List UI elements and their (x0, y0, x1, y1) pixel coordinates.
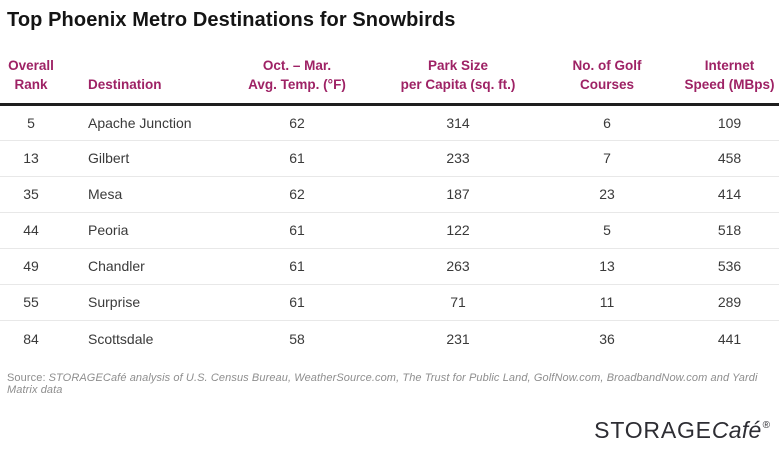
source-note: Source: STORAGECafé analysis of U.S. Cens… (0, 372, 779, 396)
destination-cell: Surprise (62, 284, 212, 321)
park-size-cell: 122 (382, 212, 534, 249)
column-header-golf-courses: No. of Golf Courses (534, 41, 680, 106)
temp-cell: 61 (212, 248, 382, 285)
table-row-surprise: 55 Surprise 61 71 11 289 (0, 284, 779, 321)
logo-storage-text: STORAGE (594, 417, 712, 443)
destination-cell: Mesa (62, 176, 212, 213)
golf-courses-cell: 6 (534, 104, 680, 141)
rank-cell: 55 (0, 284, 62, 321)
internet-speed-cell: 414 (680, 176, 779, 213)
temp-cell: 62 (212, 104, 382, 141)
table-row-peoria: 44 Peoria 61 122 5 518 (0, 212, 779, 249)
column-header-overall-rank: Overall Rank (0, 41, 62, 106)
internet-speed-cell: 289 (680, 284, 779, 321)
header-row: Overall Rank Destination Oct. – Mar. Avg… (0, 41, 779, 106)
table-row-gilbert: 13 Gilbert 61 233 7 458 (0, 140, 779, 177)
rank-cell: 5 (0, 104, 62, 141)
temp-cell: 58 (289, 330, 305, 347)
temp-cell: 61 (212, 284, 382, 321)
table-row-scottsdale: 84 Scottsdale 58 231 36 441 (0, 320, 779, 356)
temp-cell: 61 (212, 212, 382, 249)
golf-courses-cell: 23 (534, 176, 680, 213)
destination-cell: Peoria (62, 212, 212, 249)
internet-speed-cell: 536 (680, 248, 779, 285)
golf-courses-cell: 7 (534, 140, 680, 177)
destination-cell: Scottsdale (88, 330, 154, 347)
storagecafe-logo: STORAGECafé® (594, 419, 770, 442)
destination-cell: Gilbert (62, 140, 212, 177)
rank-cell: 84 (23, 330, 39, 347)
column-header-park-size: Park Size per Capita (sq. ft.) (382, 41, 534, 106)
table-row-apache-junction: 5 Apache Junction 62 314 6 109 (0, 104, 779, 141)
golf-courses-cell: 36 (599, 330, 615, 347)
destinations-table: Overall Rank Destination Oct. – Mar. Avg… (0, 41, 779, 356)
golf-courses-cell: 13 (534, 248, 680, 285)
park-size-cell: 314 (382, 104, 534, 141)
table-row-mesa: 35 Mesa 62 187 23 414 (0, 176, 779, 213)
rank-cell: 35 (0, 176, 62, 213)
page-title: Top Phoenix Metro Destinations for Snowb… (7, 9, 456, 31)
park-size-cell: 71 (382, 284, 534, 321)
rank-cell: 13 (0, 140, 62, 177)
destination-cell: Chandler (62, 248, 212, 285)
park-size-cell: 263 (382, 248, 534, 285)
internet-speed-cell: 518 (680, 212, 779, 249)
internet-speed-cell: 458 (680, 140, 779, 177)
destination-cell: Apache Junction (62, 104, 212, 141)
column-header-internet-speed: Internet Speed (MBps) (680, 41, 779, 106)
temp-cell: 62 (212, 176, 382, 213)
rank-cell: 44 (0, 212, 62, 249)
source-attribution-text: STORAGECafé analysis of U.S. Census Bure… (7, 372, 758, 397)
column-header-destination: Destination (62, 41, 212, 106)
park-size-cell: 231 (446, 330, 470, 347)
park-size-cell: 187 (382, 176, 534, 213)
column-header-avg-temp: Oct. – Mar. Avg. Temp. (°F) (212, 41, 382, 106)
park-size-cell: 233 (382, 140, 534, 177)
golf-courses-cell: 5 (534, 212, 680, 249)
source-prefix-label: Source: (7, 372, 46, 385)
internet-speed-cell: 109 (680, 104, 779, 141)
internet-speed-cell: 441 (717, 330, 742, 347)
logo-cafe-text: Café (711, 417, 762, 443)
temp-cell: 61 (212, 140, 382, 177)
golf-courses-cell: 11 (534, 284, 680, 321)
rank-cell: 49 (0, 248, 62, 285)
registered-trademark-icon: ® (762, 420, 770, 431)
table-row-chandler: 49 Chandler 61 263 13 536 (0, 248, 779, 285)
